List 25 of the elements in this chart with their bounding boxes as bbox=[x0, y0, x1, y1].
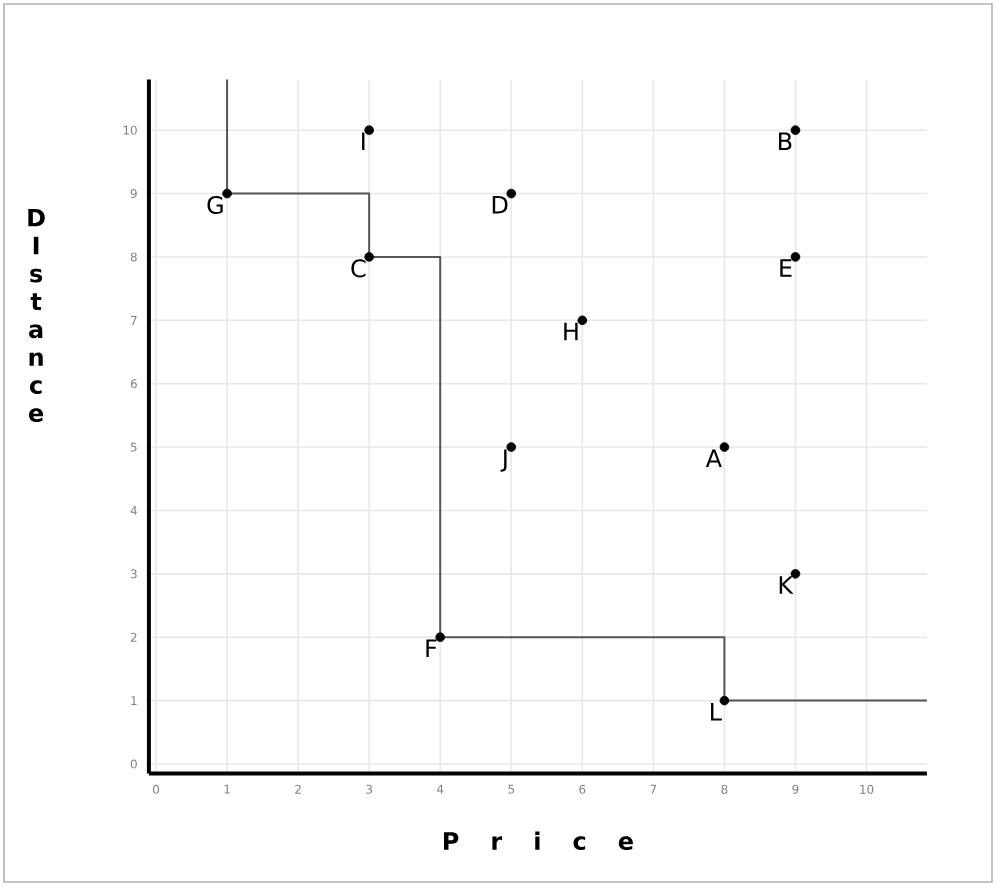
point bbox=[364, 125, 374, 135]
point bbox=[790, 252, 801, 262]
annotation: C bbox=[351, 259, 366, 278]
point bbox=[364, 252, 374, 262]
point bbox=[506, 188, 517, 199]
y-axis-title: D I s t a n c e bbox=[28, 208, 45, 422]
annotation: H bbox=[564, 322, 578, 341]
annotation: B bbox=[779, 132, 792, 151]
annotation: G bbox=[207, 195, 223, 215]
annotation: J bbox=[500, 449, 507, 472]
point bbox=[790, 125, 801, 135]
annotation: L bbox=[711, 702, 722, 721]
point bbox=[577, 315, 588, 326]
annotation: D bbox=[492, 195, 508, 214]
annotation: E bbox=[780, 259, 792, 277]
point bbox=[506, 442, 517, 452]
point bbox=[435, 632, 446, 643]
annotation: K bbox=[779, 576, 794, 594]
annotation: A bbox=[705, 449, 722, 467]
point bbox=[719, 442, 730, 452]
x-axis-title: P r i c e bbox=[443, 831, 633, 850]
point bbox=[222, 188, 232, 199]
annotation: I bbox=[362, 132, 365, 151]
annotation: F bbox=[426, 639, 437, 658]
point bbox=[719, 695, 730, 706]
